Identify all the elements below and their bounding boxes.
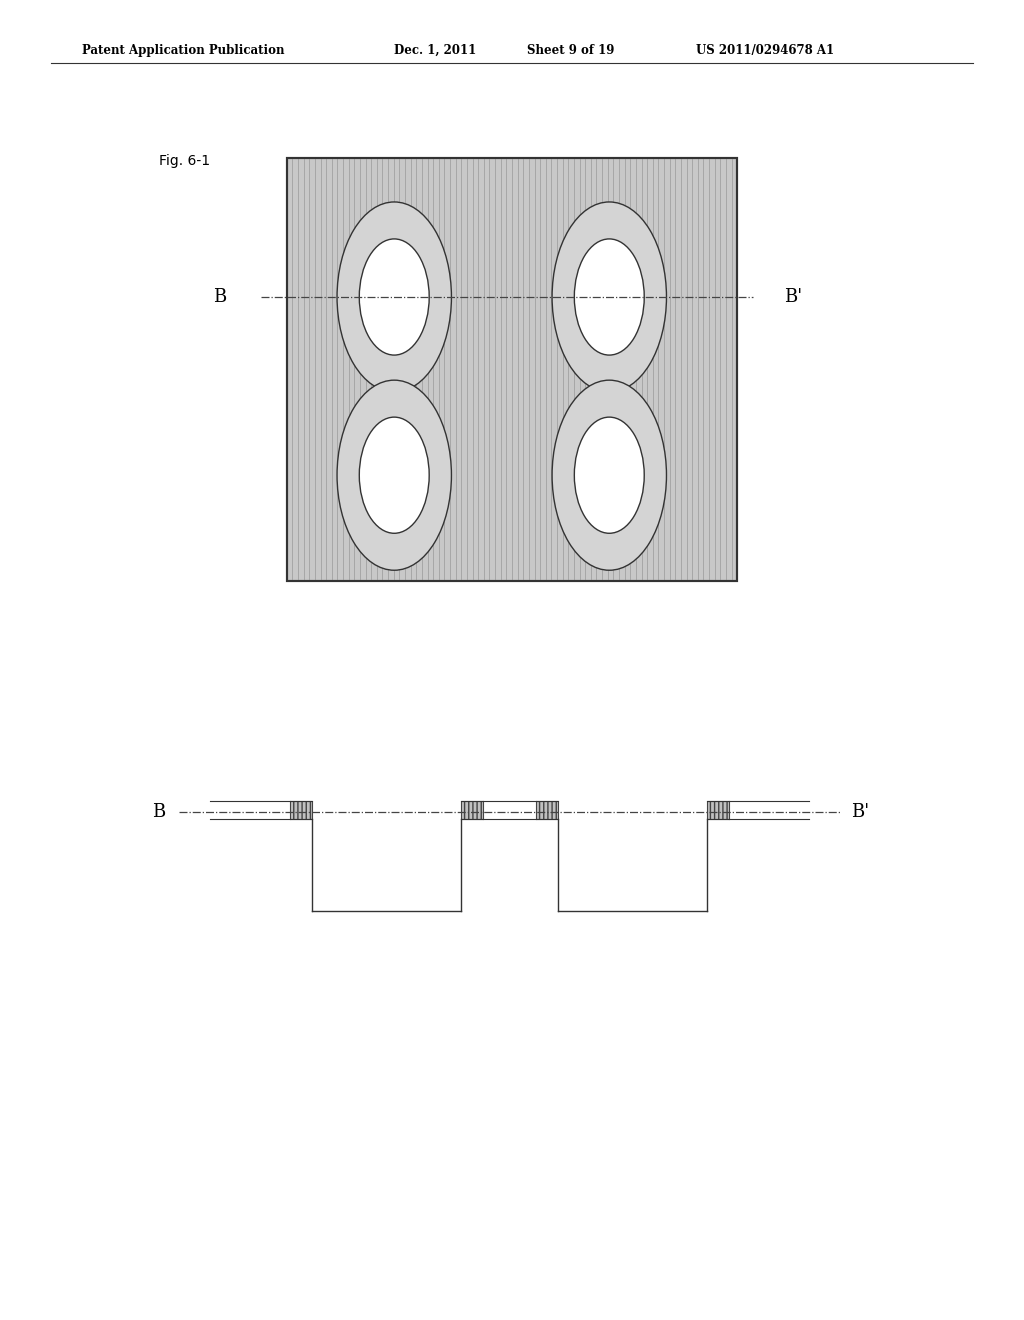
Text: Fig. 6-1: Fig. 6-1 <box>159 154 210 168</box>
Text: Sheet 9 of 19: Sheet 9 of 19 <box>527 44 614 57</box>
Bar <box>287 158 737 581</box>
Text: B: B <box>214 288 226 306</box>
Ellipse shape <box>359 417 429 533</box>
Text: Patent Application Publication: Patent Application Publication <box>82 44 285 57</box>
Bar <box>536 801 558 820</box>
Text: B': B' <box>851 803 869 821</box>
Text: US 2011/0294678 A1: US 2011/0294678 A1 <box>696 44 835 57</box>
Ellipse shape <box>552 202 667 392</box>
Ellipse shape <box>337 202 452 392</box>
Bar <box>707 801 729 820</box>
Text: B': B' <box>784 288 803 306</box>
Ellipse shape <box>552 380 667 570</box>
Bar <box>461 801 483 820</box>
Text: B: B <box>153 803 165 821</box>
Bar <box>290 801 312 820</box>
Ellipse shape <box>337 380 452 570</box>
Text: Dec. 1, 2011: Dec. 1, 2011 <box>394 44 476 57</box>
Ellipse shape <box>574 417 644 533</box>
Bar <box>287 158 737 581</box>
Ellipse shape <box>359 239 429 355</box>
Ellipse shape <box>574 239 644 355</box>
